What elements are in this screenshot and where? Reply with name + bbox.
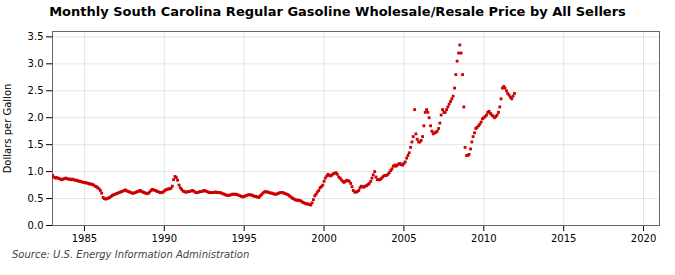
svg-text:1990: 1990 — [152, 233, 177, 244]
svg-text:3.0: 3.0 — [28, 58, 44, 69]
svg-text:1.5: 1.5 — [28, 139, 44, 150]
svg-text:1985: 1985 — [72, 233, 97, 244]
svg-text:2005: 2005 — [391, 233, 416, 244]
svg-text:3.5: 3.5 — [28, 31, 44, 42]
svg-text:2.5: 2.5 — [28, 85, 44, 96]
svg-text:0.5: 0.5 — [28, 193, 44, 204]
svg-text:1995: 1995 — [231, 233, 256, 244]
svg-text:1.0: 1.0 — [28, 166, 44, 177]
svg-text:Dollars per Gallon: Dollars per Gallon — [2, 84, 13, 174]
html-text:Source: U.S. Energy Informatio: Source: U.S. Energy Information Administ… — [12, 249, 250, 260]
svg-text:2.0: 2.0 — [28, 112, 44, 123]
svg-text:2010: 2010 — [471, 233, 496, 244]
svg-text:2000: 2000 — [311, 233, 336, 244]
svg-text:2015: 2015 — [551, 233, 576, 244]
html-text:Monthly South Carolina Regular: Monthly South Carolina Regular Gasoline … — [49, 4, 626, 19]
svg-text:0.0: 0.0 — [28, 220, 44, 231]
svg-text:2020: 2020 — [631, 233, 656, 244]
